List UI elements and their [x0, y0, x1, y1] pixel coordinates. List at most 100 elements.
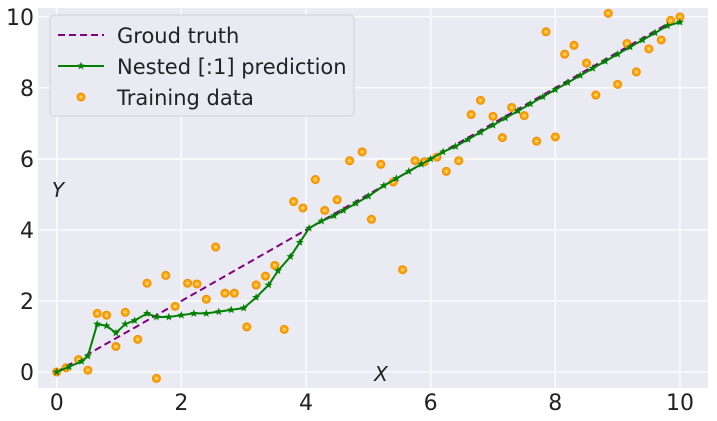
y-tick-label: 0: [20, 361, 34, 386]
prediction-point: [351, 199, 360, 207]
training-point-center: [678, 15, 682, 19]
x-tick-label: 10: [666, 391, 694, 416]
prediction-point: [143, 309, 152, 317]
prediction-point: [576, 71, 585, 79]
prediction-point: [675, 18, 684, 26]
legend-ground-truth-label: Groud truth: [117, 24, 239, 48]
prediction-point: [464, 135, 473, 143]
x-tick-label: 2: [174, 391, 188, 416]
prediction-point: [214, 307, 223, 316]
training-point-center: [491, 114, 495, 118]
training-point-center: [616, 82, 620, 86]
prediction-point: [83, 351, 92, 360]
legend-training-marker-inner: [79, 95, 83, 99]
prediction-point: [77, 357, 86, 365]
x-tick-label: 8: [548, 391, 562, 416]
training-point-center: [444, 169, 448, 173]
prediction-point: [330, 211, 339, 220]
training-point-center: [114, 344, 118, 349]
prediction-point: [202, 309, 211, 317]
training-point-center: [291, 199, 296, 204]
training-point-center: [254, 283, 258, 287]
x-tick-label: 0: [50, 391, 64, 416]
tick-labels: 0 2 4 6 8 10 0 2 4 6 8 10: [6, 6, 694, 416]
prediction-point: [130, 316, 139, 324]
training-point-center: [282, 327, 286, 332]
prediction-point: [264, 280, 273, 289]
prediction-point: [439, 147, 448, 156]
training-point-center: [413, 159, 417, 163]
prediction-point: [65, 362, 74, 371]
prediction-point: [339, 206, 348, 214]
legend-box: [49, 14, 355, 117]
prediction-point: [317, 216, 326, 225]
y-tick-label: 6: [20, 148, 34, 173]
training-point-center: [594, 93, 598, 97]
prediction-point: [152, 312, 161, 321]
prediction-point: [563, 78, 572, 86]
training-point-center: [379, 162, 383, 166]
training-point-center: [535, 139, 539, 143]
prediction-point: [638, 35, 647, 44]
training-point-center: [500, 136, 504, 140]
training-point-center: [634, 70, 638, 74]
prediction-point: [488, 121, 497, 129]
training-point-center: [401, 268, 405, 272]
prediction-point: [551, 85, 560, 94]
prediction-point: [651, 28, 660, 37]
prediction-point: [295, 238, 304, 246]
prediction-point: [305, 223, 314, 232]
prediction-point: [227, 305, 236, 314]
training-point-center: [469, 112, 473, 117]
prediction-point: [613, 49, 622, 58]
training-point-center: [625, 41, 629, 46]
legend-prediction-star-marker: [77, 61, 85, 70]
prediction-point: [52, 367, 61, 376]
training-point-center: [669, 18, 673, 23]
prediction-point: [626, 42, 635, 51]
training-point-center: [478, 98, 483, 102]
prediction-point: [417, 160, 426, 168]
y-tick-label: 8: [20, 77, 34, 102]
training-point-center: [563, 52, 567, 56]
prediction-point: [501, 113, 510, 122]
legend: Groud truth Nested [:1] prediction Train…: [49, 14, 355, 117]
prediction-point: [111, 328, 120, 337]
prediction-point: [93, 319, 102, 328]
prediction-point: [538, 92, 547, 101]
training-point-center: [136, 337, 140, 341]
prediction-point: [286, 252, 295, 260]
prediction-point: [273, 266, 282, 275]
y-tick-label: 4: [20, 219, 34, 244]
training-point-center: [154, 376, 159, 381]
y-tick-label: 10: [6, 6, 34, 31]
x-tick-label: 4: [299, 391, 313, 416]
prediction-point: [404, 167, 413, 175]
training-point-center: [510, 105, 514, 110]
prediction-point: [476, 128, 485, 136]
prediction-point: [426, 154, 435, 163]
training-point-center: [173, 304, 177, 308]
training-point-center: [195, 282, 199, 286]
training-point-center: [457, 159, 461, 163]
training-point-center: [95, 311, 99, 316]
prediction-point: [513, 106, 522, 115]
x-tick-label: 6: [424, 391, 438, 416]
training-point-center: [572, 43, 576, 47]
y-axis-label: Y: [52, 178, 66, 202]
prediction-point: [177, 311, 186, 319]
training-point-center: [335, 198, 339, 202]
training-point-center: [273, 263, 277, 268]
prediction-point: [451, 142, 460, 150]
prediction-point: [392, 174, 401, 182]
training-point-center: [369, 217, 374, 221]
training-point-center: [313, 177, 317, 182]
training-point-center: [606, 11, 610, 15]
x-axis-label: X: [373, 362, 389, 386]
prediction-point: [164, 312, 173, 321]
training-point-center: [185, 281, 190, 285]
legend-training-label: Training data: [116, 86, 254, 110]
training-point-center: [86, 368, 90, 372]
training-point-center: [204, 297, 208, 301]
prediction-point: [239, 303, 248, 312]
